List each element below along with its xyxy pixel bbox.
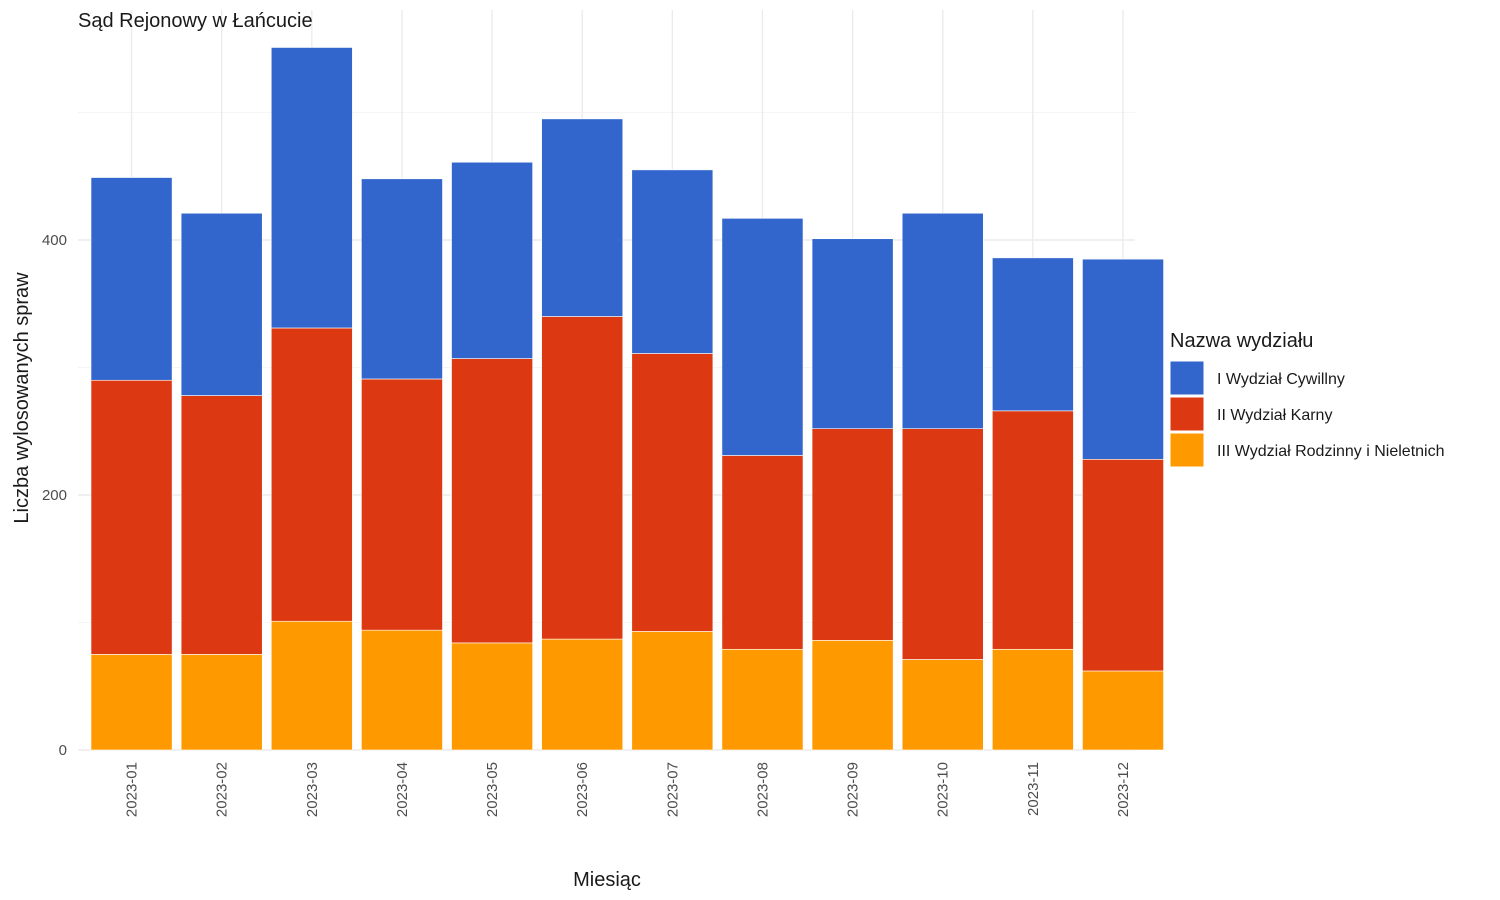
legend-swatch [1169,432,1205,468]
bar-segment [992,257,1074,412]
bar-segment [270,620,353,751]
y-tick-label: 200 [42,487,67,504]
bar-segment [1082,458,1164,672]
bar-segment [180,395,263,655]
bar-segment [811,428,894,641]
x-tick-label: 2023-09 [845,762,862,817]
bar-segment [180,212,263,396]
x-tick-label: 2023-05 [484,762,501,817]
y-tick-label: 0 [59,742,67,759]
legend: Nazwa wydziału I Wydział Cywillny II Wydz… [1169,330,1445,468]
bar-segment [631,353,714,632]
bar-segment [541,118,624,317]
bar-segment [451,161,533,359]
y-tick-label: 400 [42,232,67,249]
bar-segment [1082,670,1164,751]
bar-segment [90,379,173,655]
legend-label: III Wydział Rodzinny i Nieletnich [1217,443,1445,460]
bar-segment [361,378,443,631]
bar-segment [361,178,443,380]
bar-segment [721,648,804,751]
bar-segment [811,238,894,430]
x-tick-label: 2023-10 [935,762,952,817]
chart-title: Sąd Rejonowy w Łańcucie [78,10,313,32]
x-tick-label: 2023-12 [1115,762,1132,817]
x-tick-label: 2023-08 [754,762,771,817]
x-tick-label: 2023-07 [664,762,681,817]
x-tick-label: 2023-01 [124,762,141,817]
bar-segment [992,648,1074,751]
bar-segment [901,428,984,660]
legend-swatch [1169,396,1205,432]
bar-segment [270,47,353,329]
x-axis-ticks: 2023-01 2023-02 2023-03 2023-04 2023-05 2023-… [124,762,1132,817]
bar-segment [992,410,1074,650]
bar-segment [180,654,263,751]
bar-segment [721,218,804,456]
y-axis-title: Liczba wylosowanych spraw [11,272,33,524]
y-axis-ticks: 0 200 400 [42,232,67,759]
bar-segment [270,327,353,622]
x-tick-label: 2023-06 [574,762,591,817]
bar-segment [451,642,533,751]
x-axis-title: Miesiąc [573,869,641,891]
bars [90,47,1164,751]
bar-segment [631,169,714,354]
bar-segment [721,455,804,650]
legend-title: Nazwa wydziału [1170,330,1313,352]
x-tick-label: 2023-03 [304,762,321,817]
bar-segment [811,640,894,751]
x-tick-label: 2023-02 [214,762,231,817]
bar-segment [361,629,443,751]
legend-label: I Wydział Cywillny [1217,371,1345,388]
bar-segment [90,654,173,751]
bar-segment [541,638,624,751]
legend-swatch [1169,360,1205,396]
bar-segment [901,659,984,751]
bar-segment [631,631,714,751]
bar-segment [901,212,984,430]
x-tick-label: 2023-04 [394,762,411,817]
bar-segment [541,316,624,640]
bar-segment [451,358,533,644]
x-tick-label: 2023-11 [1025,762,1042,816]
bar-segment [1082,258,1164,460]
bar-segment [90,177,173,381]
legend-label: II Wydział Karny [1217,407,1332,424]
